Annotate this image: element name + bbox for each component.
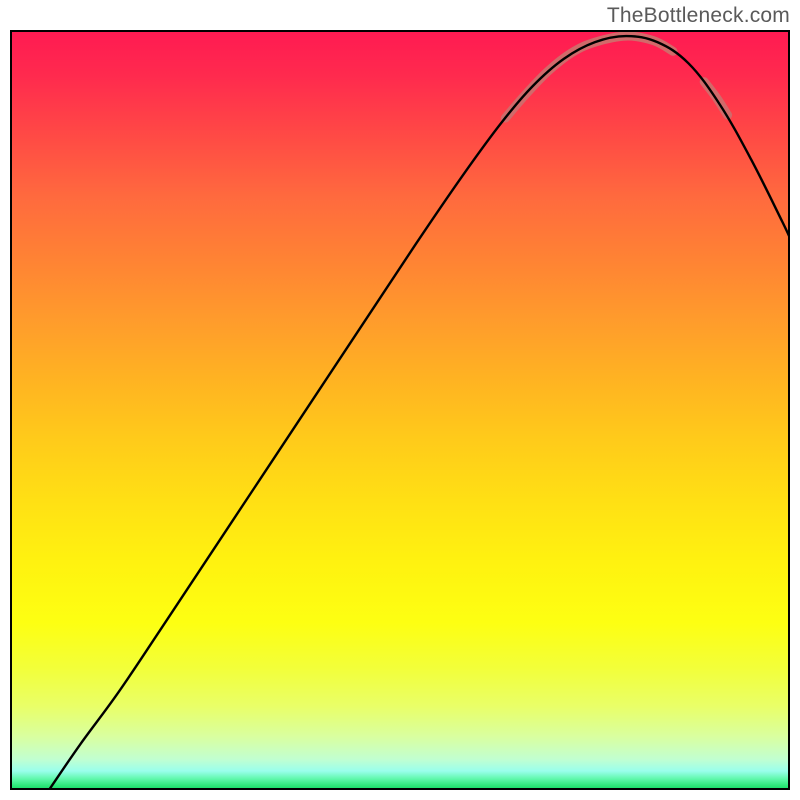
bottleneck-chart: [10, 30, 790, 790]
gradient-background: [10, 30, 790, 790]
attribution-text: TheBottleneck.com: [607, 4, 790, 28]
chart-svg: [10, 30, 790, 790]
